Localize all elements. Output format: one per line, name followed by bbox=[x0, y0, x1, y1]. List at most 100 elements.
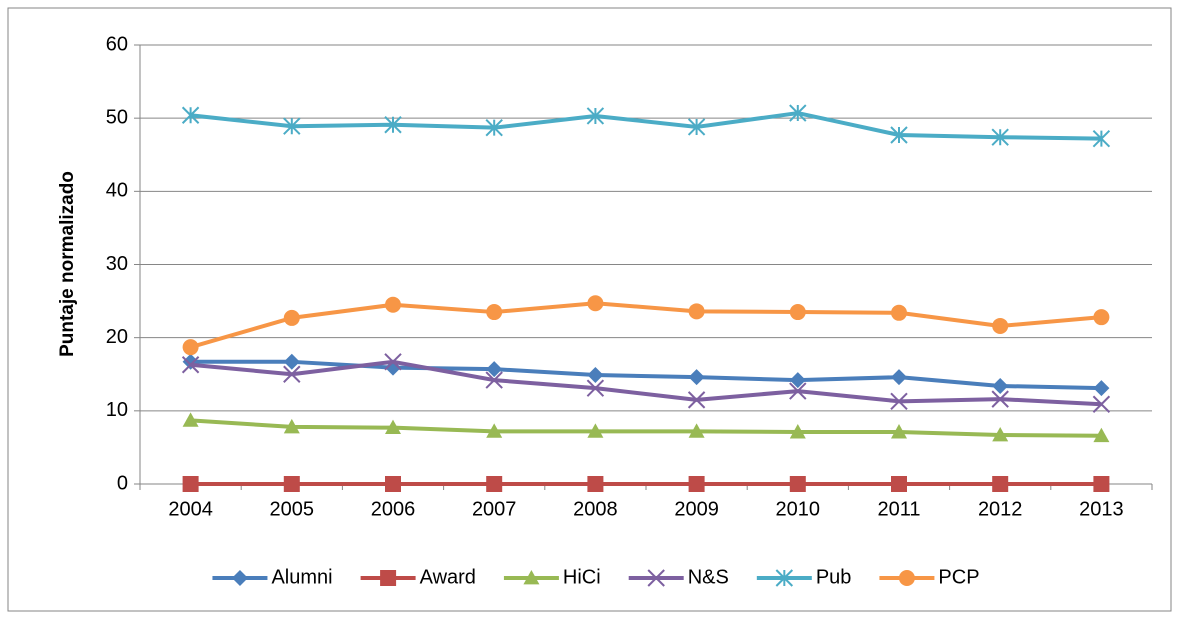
legend-label: Pub bbox=[816, 566, 852, 588]
marker bbox=[486, 476, 503, 492]
marker bbox=[789, 476, 806, 492]
marker bbox=[890, 392, 908, 411]
legend-item: HiCi bbox=[503, 566, 601, 588]
marker bbox=[789, 304, 806, 321]
marker bbox=[586, 107, 605, 125]
y-tick-label: 50 bbox=[106, 106, 128, 128]
marker bbox=[992, 476, 1009, 492]
series-line bbox=[190, 418, 1102, 438]
marker bbox=[587, 366, 604, 383]
marker bbox=[587, 295, 604, 312]
marker bbox=[181, 106, 200, 124]
marker bbox=[385, 419, 401, 435]
marker bbox=[687, 391, 706, 409]
marker bbox=[486, 361, 503, 378]
marker bbox=[688, 476, 705, 492]
chart-frame bbox=[7, 7, 1172, 612]
y-tick-label: 40 bbox=[106, 180, 128, 202]
marker bbox=[1093, 476, 1110, 492]
marker bbox=[891, 304, 907, 321]
x-tick-label: 2008 bbox=[573, 498, 618, 520]
marker bbox=[991, 128, 1009, 146]
x-tick-label: 2011 bbox=[877, 498, 920, 520]
x-tick-label: 2005 bbox=[270, 498, 315, 520]
marker bbox=[283, 309, 300, 326]
marker bbox=[891, 369, 907, 386]
legend-label: HiCi bbox=[563, 566, 601, 588]
marker bbox=[283, 117, 301, 135]
marker bbox=[283, 353, 300, 370]
x-tick-label: 2012 bbox=[978, 498, 1023, 520]
marker bbox=[283, 476, 300, 492]
x-tick-label: 2004 bbox=[168, 498, 213, 520]
marker bbox=[485, 371, 503, 389]
marker bbox=[587, 423, 604, 438]
series-line bbox=[190, 359, 1102, 407]
legend-label: PCP bbox=[938, 566, 979, 588]
legend-marker bbox=[380, 570, 397, 586]
marker bbox=[687, 118, 706, 136]
marker bbox=[1093, 309, 1110, 326]
marker bbox=[384, 353, 402, 371]
marker bbox=[789, 372, 806, 389]
y-tick-label: 20 bbox=[106, 326, 128, 348]
legend-marker bbox=[647, 569, 665, 587]
marker bbox=[1092, 129, 1111, 148]
y-axis-title: Puntaje normalizado bbox=[57, 171, 78, 357]
x-tick-label: 2006 bbox=[371, 498, 416, 520]
legend-item: N&S bbox=[628, 566, 729, 588]
legend-marker bbox=[523, 570, 540, 585]
marker bbox=[789, 424, 806, 439]
legend-item: Award bbox=[360, 566, 476, 588]
x-tick-label: 2010 bbox=[776, 498, 821, 520]
legend-marker bbox=[775, 569, 794, 587]
marker bbox=[1093, 427, 1110, 443]
legend-label: Award bbox=[420, 566, 476, 588]
series-line bbox=[190, 359, 1102, 391]
marker bbox=[1092, 395, 1111, 413]
marker bbox=[182, 339, 199, 356]
legend-item: Alumni bbox=[212, 566, 333, 588]
marker bbox=[181, 356, 200, 374]
y-tick-label: 60 bbox=[106, 33, 128, 55]
marker bbox=[486, 304, 503, 321]
marker bbox=[385, 476, 401, 492]
marker bbox=[688, 423, 705, 438]
marker bbox=[991, 390, 1009, 408]
marker bbox=[891, 424, 907, 439]
marker bbox=[1093, 380, 1110, 397]
marker bbox=[384, 116, 402, 134]
legend-item: Pub bbox=[756, 566, 852, 588]
marker bbox=[992, 317, 1009, 334]
marker bbox=[992, 377, 1009, 394]
x-tick-label: 2013 bbox=[1079, 498, 1124, 520]
legend-marker bbox=[231, 570, 248, 586]
marker bbox=[789, 382, 807, 400]
marker bbox=[283, 365, 301, 383]
marker bbox=[182, 476, 199, 492]
y-tick-label: 30 bbox=[106, 253, 128, 275]
marker bbox=[486, 423, 503, 438]
marker bbox=[891, 476, 907, 492]
marker bbox=[385, 296, 401, 313]
legend-item: PCP bbox=[879, 566, 980, 588]
legend-marker bbox=[898, 570, 915, 586]
marker bbox=[688, 303, 705, 320]
marker bbox=[992, 426, 1009, 442]
marker bbox=[789, 104, 807, 122]
marker bbox=[182, 412, 199, 427]
marker bbox=[283, 418, 300, 434]
legend-label: Alumni bbox=[271, 566, 332, 588]
marker bbox=[587, 476, 604, 492]
legend-label: N&S bbox=[688, 566, 729, 588]
y-tick-label: 10 bbox=[106, 399, 128, 421]
series-line bbox=[190, 301, 1102, 350]
y-tick-label: 0 bbox=[117, 472, 128, 494]
series-line bbox=[190, 111, 1102, 141]
marker bbox=[688, 369, 705, 386]
x-tick-label: 2009 bbox=[674, 498, 719, 520]
marker bbox=[890, 126, 908, 144]
x-tick-label: 2007 bbox=[472, 498, 517, 520]
marker bbox=[586, 379, 605, 397]
